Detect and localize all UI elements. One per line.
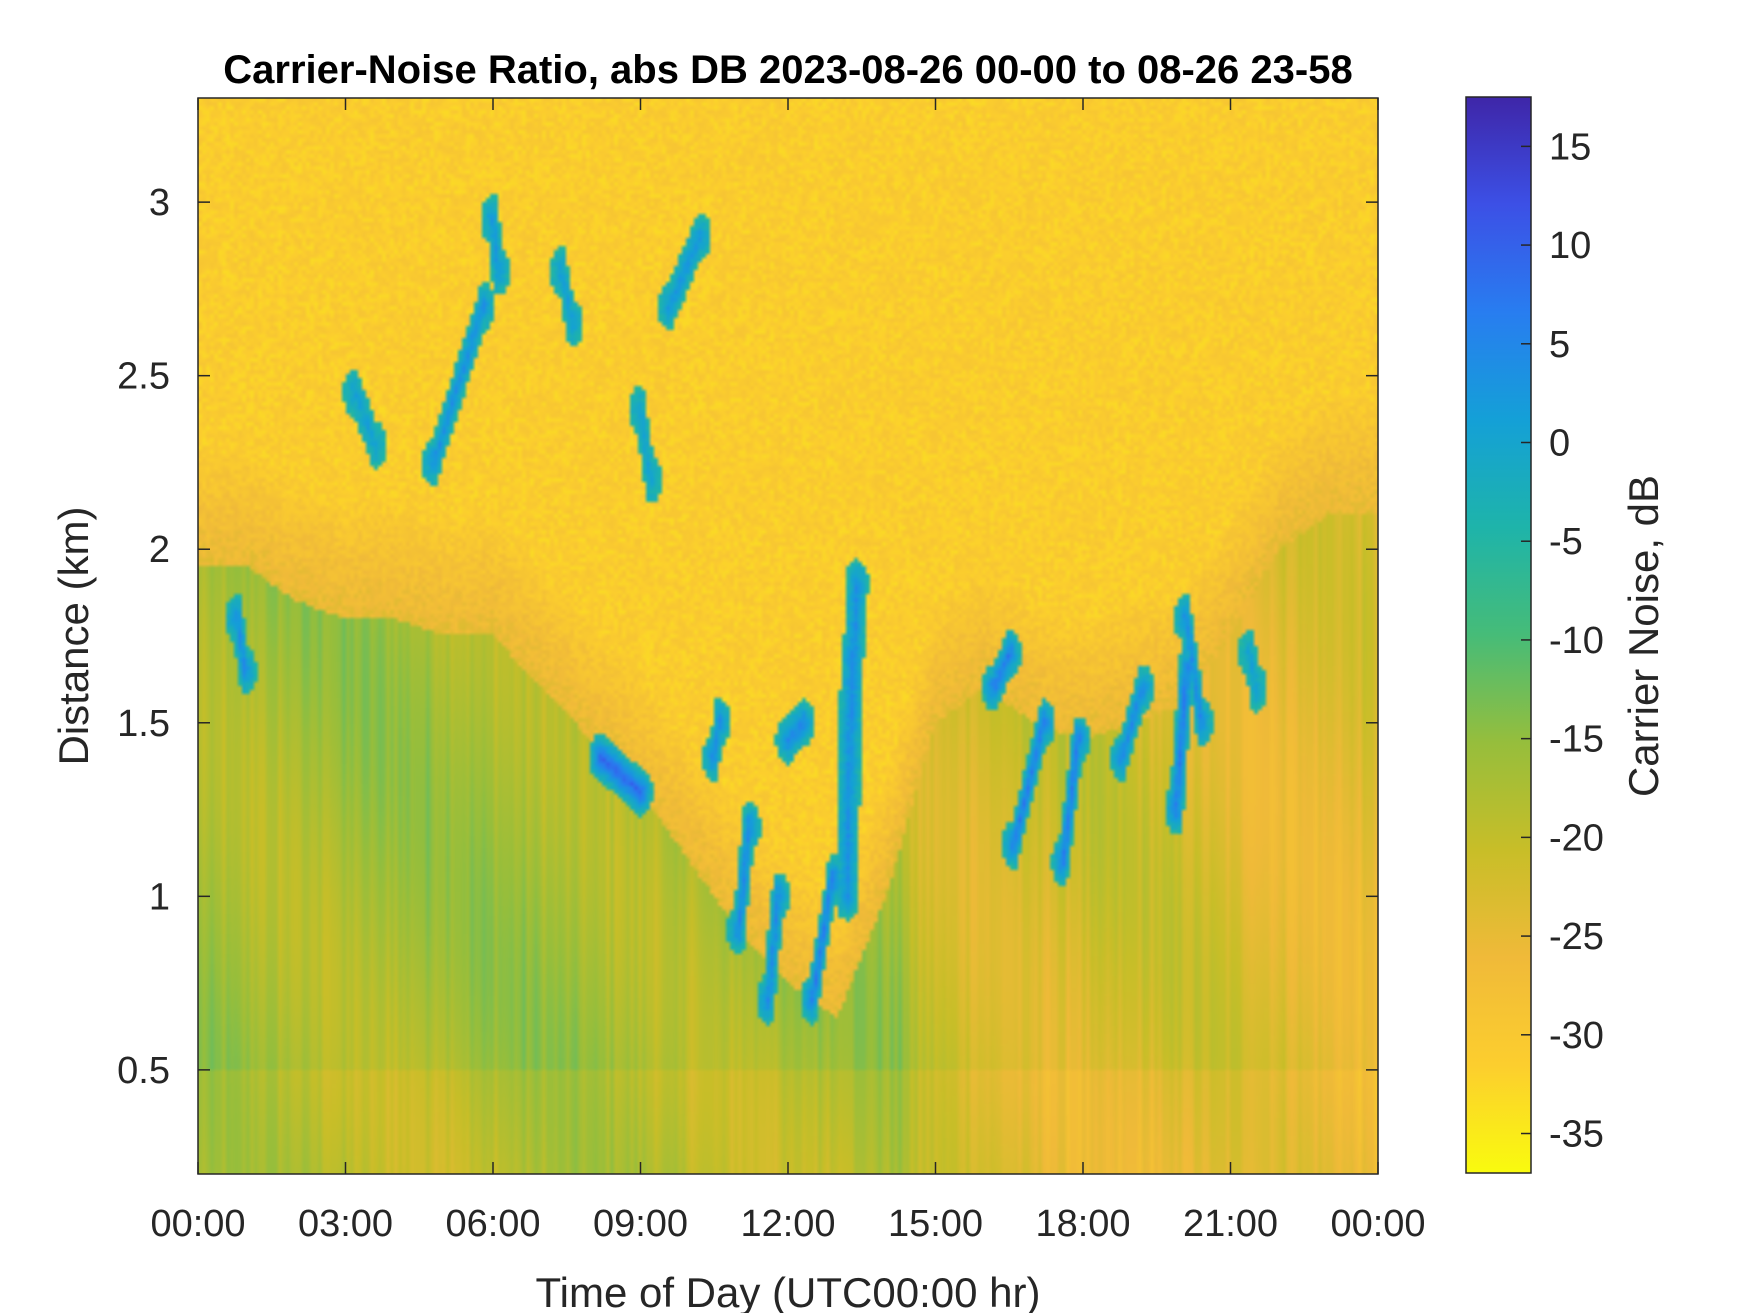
y-axis-label: Distance (km) — [50, 506, 97, 765]
x-tick-label: 06:00 — [445, 1203, 540, 1245]
colorbar-fill — [1466, 97, 1531, 1173]
colorbar-tick-label: -20 — [1549, 817, 1604, 859]
x-tick-label: 00:00 — [1330, 1203, 1425, 1245]
colorbar-tick-label: 15 — [1549, 126, 1591, 168]
x-tick-label: 09:00 — [593, 1203, 688, 1245]
y-tick-label: 0.5 — [117, 1050, 170, 1092]
y-tick-label: 1 — [149, 876, 170, 918]
y-tick-label: 2 — [149, 529, 170, 571]
x-tick-label: 15:00 — [888, 1203, 983, 1245]
x-tick-label: 00:00 — [150, 1203, 245, 1245]
y-tick-label: 3 — [149, 182, 170, 224]
colorbar-tick-label: 10 — [1549, 225, 1591, 267]
x-tick-label: 03:00 — [298, 1203, 393, 1245]
x-axis-label: Time of Day (UTC00:00 hr) — [536, 1269, 1041, 1313]
x-axis: 00:00 03:00 06:00 09:00 12:00 15:00 18:00 21:00… — [150, 98, 1426, 1245]
x-tick-label: 18:00 — [1035, 1203, 1130, 1245]
colorbar-label: Carrier Noise, dB — [1620, 475, 1667, 797]
y-tick-label: 1.5 — [117, 703, 170, 745]
chart-title: Carrier-Noise Ratio, abs DB 2023-08-26 0… — [223, 48, 1352, 92]
x-tick-label: 21:00 — [1183, 1203, 1278, 1245]
colorbar-tick-label: -35 — [1549, 1114, 1604, 1156]
colorbar-tick-label: -5 — [1549, 521, 1583, 563]
colorbar-tick-label: 0 — [1549, 423, 1570, 465]
colorbar-tick-label: -15 — [1549, 719, 1604, 761]
y-tick-label: 2.5 — [117, 356, 170, 398]
heatmap-image — [198, 98, 1378, 1174]
colorbar-tick-label: -25 — [1549, 916, 1604, 958]
colorbar: -35 -30 -25 -20 -15 -10 -5 0 5 10 15 — [1465, 96, 1604, 1174]
colorbar-tick-label: -10 — [1549, 620, 1604, 662]
x-tick-label: 12:00 — [740, 1203, 835, 1245]
colorbar-frame — [1465, 96, 1532, 1174]
colorbar-ticks: -35 -30 -25 -20 -15 -10 -5 0 5 10 15 — [1521, 126, 1604, 1156]
colorbar-tick-label: -30 — [1549, 1015, 1604, 1057]
y-axis: 0.5 1 1.5 2 2.5 3 — [117, 182, 1378, 1092]
colorbar-tick-label: 5 — [1549, 324, 1570, 366]
heatmap-plot-area — [198, 98, 1378, 1174]
